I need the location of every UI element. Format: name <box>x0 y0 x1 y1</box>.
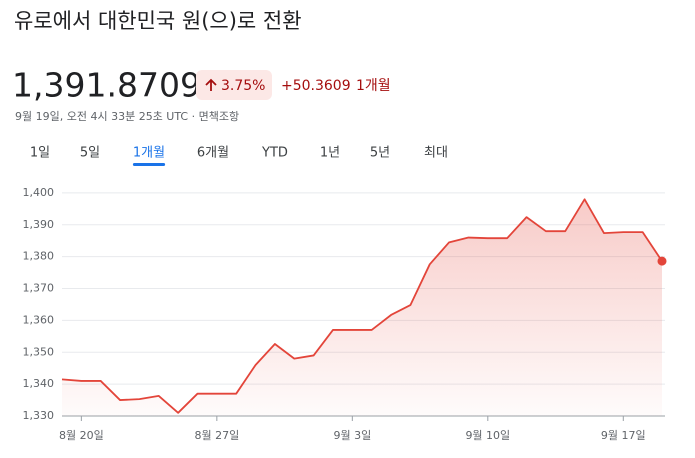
range-tab[interactable]: 1년 <box>320 146 340 161</box>
y-tick-label: 1,360 <box>23 313 55 326</box>
range-tab[interactable]: 5일 <box>80 146 100 161</box>
y-tick-label: 1,340 <box>23 377 55 390</box>
chart: 1,330 1,340 1,350 1,360 1,370 1,380 1,390 1,400… <box>23 186 667 442</box>
x-tick-label: 8월 20일 <box>59 428 104 442</box>
area <box>62 199 662 416</box>
x-tick-label: 8월 27일 <box>194 428 239 442</box>
timestamp: 9월 19일, 오전 4시 33분 25초 UTC · 면책조항 <box>15 109 239 123</box>
line <box>61 198 663 414</box>
x-tick-label: 9월 17일 <box>601 428 646 442</box>
title: 유로에서 대한민국 원(으)로 전환 <box>14 9 302 33</box>
end-point <box>657 256 667 266</box>
range-tab[interactable]: 최대 <box>424 146 448 161</box>
y-tick-label: 1,400 <box>23 186 55 199</box>
y-tick-label: 1,370 <box>23 282 55 295</box>
range-tabs: 1일 5일 1개월 6개월 YTD 1년 5년 최대 <box>30 146 448 166</box>
x-tick-label: 9월 3일 <box>333 428 371 442</box>
range-tab[interactable]: 1개월 <box>133 146 165 161</box>
change-value: +50.3609 <box>281 78 351 94</box>
price: 1,391.8709 <box>12 66 201 105</box>
y-tick-label: 1,330 <box>23 409 55 422</box>
range-tab[interactable]: 6개월 <box>197 146 229 161</box>
y-tick-label: 1,390 <box>23 218 55 231</box>
range-tab[interactable]: 5년 <box>370 146 390 161</box>
change-period: 1개월 <box>356 78 391 94</box>
y-tick-label: 1,380 <box>23 250 55 263</box>
range-tab[interactable]: 1일 <box>30 146 50 161</box>
y-tick-label: 1,350 <box>23 345 55 358</box>
change-percent: 3.75% <box>221 78 265 94</box>
change-badge <box>196 70 272 100</box>
x-tick-label: 9월 10일 <box>465 428 510 442</box>
range-tab[interactable]: YTD <box>261 146 288 161</box>
tab-underline <box>132 163 166 166</box>
arrow-up-icon <box>205 78 217 91</box>
